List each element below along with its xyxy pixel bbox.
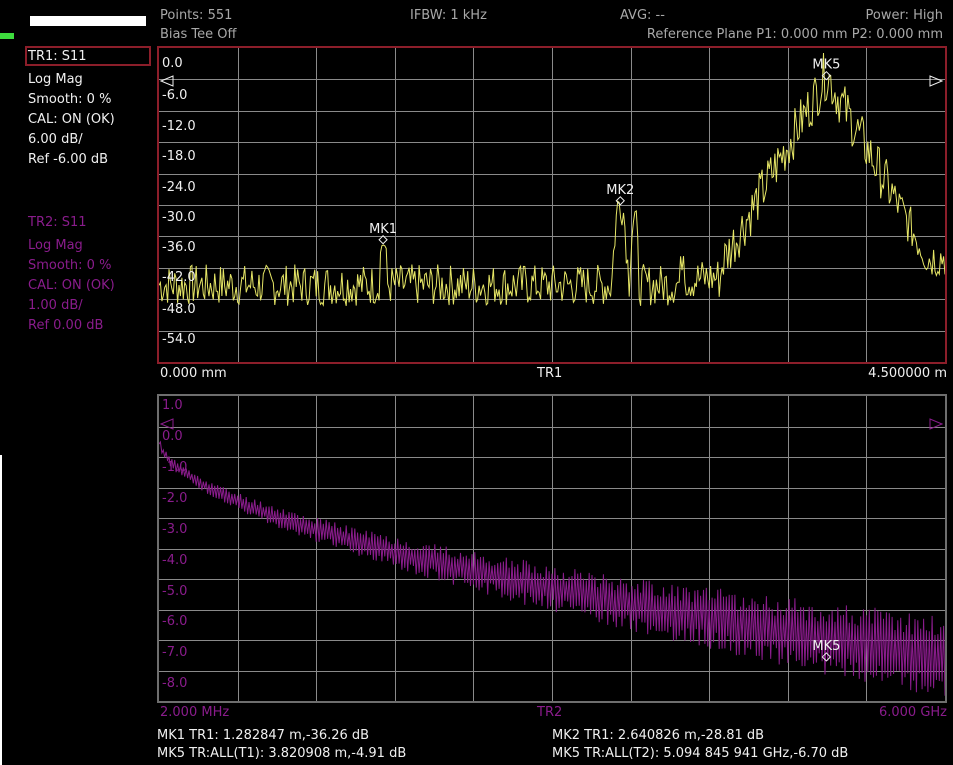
tr1-ytick: -6.0 <box>162 88 188 103</box>
tr1-ytick: -12.0 <box>162 119 196 134</box>
tr2-x-stop: 6.000 GHz <box>878 705 947 720</box>
marker-mk1-label: MK1 <box>369 222 397 237</box>
tr2-ytick: 0.0 <box>162 429 183 444</box>
tr1-smooth: Smooth: 0 % <box>28 92 112 107</box>
tr2-format: Log Mag <box>28 238 83 253</box>
tr1-ref: Ref -6.00 dB <box>28 152 109 167</box>
tr1-x-start: 0.000 mm <box>160 366 227 381</box>
tr2-x-start: 2.000 MHz <box>160 705 230 720</box>
avg-label: AVG: -- <box>620 8 665 23</box>
tr2-trace <box>159 440 945 696</box>
status-bar-white <box>30 16 146 26</box>
tr1-ytick: -18.0 <box>162 149 196 164</box>
tr2-ytick: -6.0 <box>162 614 188 629</box>
tr1-trace <box>159 52 945 307</box>
tr2-ytick: -5.0 <box>162 584 188 599</box>
tr2-smooth: Smooth: 0 % <box>28 258 112 273</box>
tr2-marker-mk5-symbol[interactable] <box>821 652 832 662</box>
tr2-ref: Ref 0.00 dB <box>28 318 104 333</box>
marker-readout-mk1: MK1 TR1: 1.282847 m,-36.26 dB <box>157 728 370 743</box>
tr1-ytick: 0.0 <box>162 56 183 71</box>
marker-mk5-symbol[interactable] <box>821 70 832 81</box>
active-indicator <box>0 33 14 39</box>
tr1-ytick: -24.0 <box>162 180 196 195</box>
marker-readout-mk5-t1: MK5 TR:ALL(T1): 3.820908 m,-4.91 dB <box>157 746 407 761</box>
tr1-ref-arrow-left <box>159 75 174 87</box>
tr2-ref-arrow-left <box>159 418 174 430</box>
marker-mk2-symbol[interactable] <box>615 196 625 206</box>
tr1-plot-area[interactable]: MK1 MK2 MK5 <box>157 46 947 364</box>
power-label: Power: High <box>865 8 943 23</box>
marker-mk2-label: MK2 <box>606 183 634 198</box>
marker-readout-mk2: MK2 TR1: 2.640826 m,-28.81 dB <box>552 728 765 743</box>
tr2-ytick: 1.0 <box>162 398 183 413</box>
tr1-x-stop: 4.500000 m <box>868 366 947 381</box>
tr1-format: Log Mag <box>28 72 83 87</box>
tr2-ytick: -8.0 <box>162 676 188 691</box>
tr2-ytick: -4.0 <box>162 553 188 568</box>
tr2-name[interactable]: TR2: S11 <box>28 215 87 230</box>
tr1-chart: MK1 MK2 MK5 <box>159 48 945 362</box>
bias-tee-label: Bias Tee Off <box>160 27 237 42</box>
tr2-plot-area[interactable]: MK5 <box>157 394 947 703</box>
tr1-active-box[interactable] <box>25 46 151 66</box>
tr2-ref-arrow-right <box>929 418 944 430</box>
tr1-ytick: -48.0 <box>162 302 196 317</box>
tr1-scale: 6.00 dB/ <box>28 132 83 147</box>
points-label: Points: 551 <box>160 8 233 23</box>
left-edge-line <box>0 455 2 765</box>
tr2-ytick: -7.0 <box>162 645 188 660</box>
marker-mk1-symbol[interactable] <box>378 235 388 245</box>
tr2-cal: CAL: ON (OK) <box>28 278 115 293</box>
reference-plane-label: Reference Plane P1: 0.000 mm P2: 0.000 m… <box>646 27 943 42</box>
tr1-ytick: -42.0 <box>162 270 196 285</box>
tr2-ytick: -1.0 <box>162 460 188 475</box>
tr2-ytick: -3.0 <box>162 522 188 537</box>
marker-mk5-label: MK5 <box>812 58 840 73</box>
tr2-chart: MK5 <box>159 396 945 701</box>
tr1-ytick: -30.0 <box>162 210 196 225</box>
marker-readout-mk5-t2: MK5 TR:ALL(T2): 5.094 845 941 GHz,-6.70 … <box>552 746 849 761</box>
tr2-x-center: TR2 <box>537 705 563 720</box>
tr2-scale: 1.00 dB/ <box>28 298 83 313</box>
tr1-name[interactable]: TR1: S11 <box>28 49 87 64</box>
tr2-marker-mk5-label: MK5 <box>812 639 840 654</box>
tr1-ytick: -54.0 <box>162 332 196 347</box>
ifbw-label: IFBW: 1 kHz <box>410 8 487 23</box>
tr1-cal: CAL: ON (OK) <box>28 112 115 127</box>
tr1-ref-arrow-right <box>929 75 944 87</box>
tr1-x-center: TR1 <box>537 366 563 381</box>
tr1-grid <box>159 48 945 362</box>
tr2-ytick: -2.0 <box>162 491 188 506</box>
tr1-ytick: -36.0 <box>162 240 196 255</box>
